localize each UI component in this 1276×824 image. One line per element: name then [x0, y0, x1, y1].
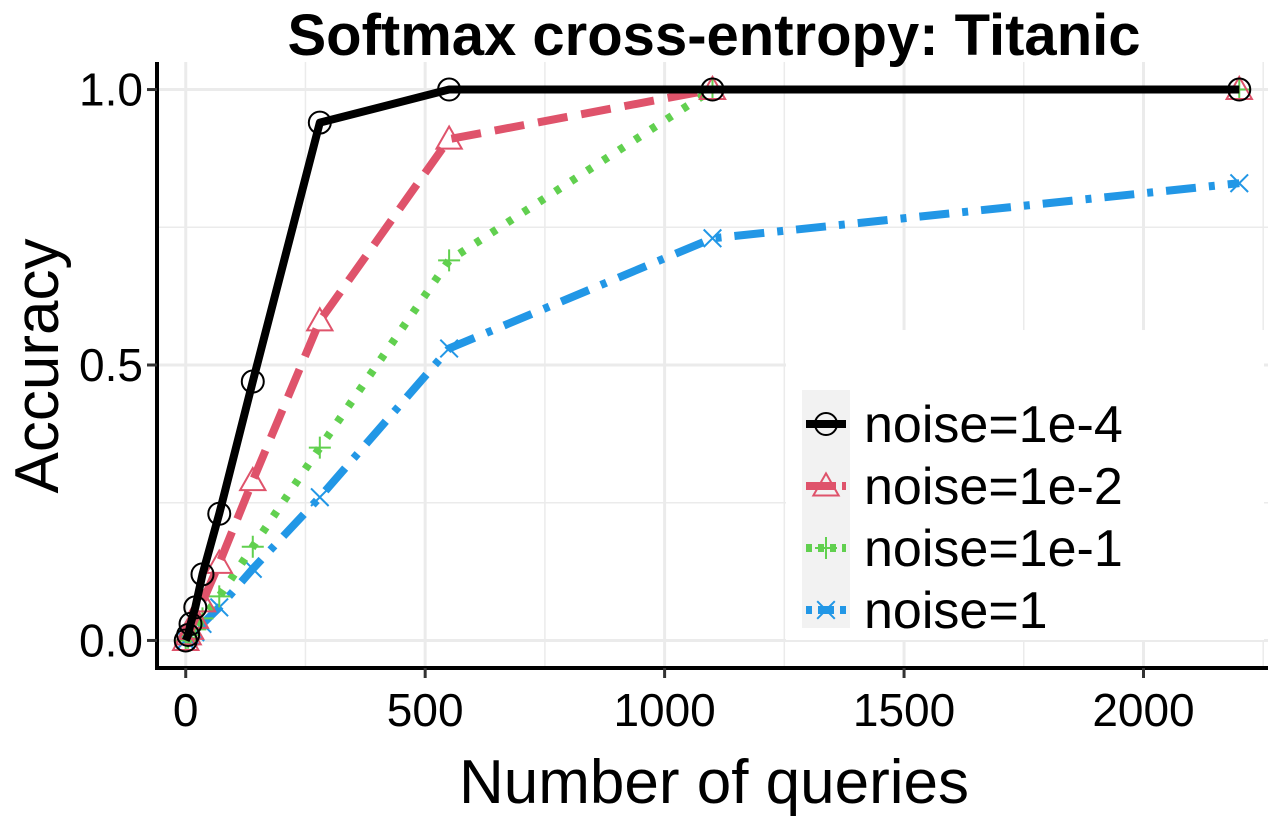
legend-marker	[816, 600, 836, 620]
y-tick-label: 0.0	[79, 614, 143, 666]
data-point	[207, 501, 232, 526]
y-tick-label: 0.5	[79, 339, 143, 391]
data-point	[305, 306, 335, 332]
data-point	[178, 611, 203, 636]
data-point	[438, 249, 461, 272]
data-point	[308, 436, 331, 459]
data-point	[240, 369, 265, 394]
series-line	[182, 85, 1240, 643]
legend-label: noise=1e-4	[864, 396, 1123, 454]
data-point	[243, 559, 263, 579]
data-point	[434, 124, 464, 150]
data-point	[208, 585, 231, 608]
series-layer	[171, 74, 1254, 653]
legend-label: noise=1e-2	[864, 458, 1123, 516]
legend-item-noise=1: noise=1	[806, 582, 1048, 640]
data-point	[307, 110, 332, 135]
data-point	[310, 487, 330, 507]
data-point	[1229, 173, 1249, 193]
chart-title: Softmax cross-entropy: Titanic	[287, 3, 1140, 68]
x-tick-label: 1500	[853, 684, 955, 736]
data-point	[700, 77, 725, 102]
data-point	[209, 597, 229, 617]
y-tick-label: 1.0	[79, 64, 143, 116]
legend-marker	[815, 537, 837, 559]
data-point	[439, 338, 459, 358]
y-axis-label: Accuracy	[3, 239, 72, 494]
data-point	[1227, 77, 1252, 102]
data-point	[176, 622, 201, 647]
series-noise=1e-4	[173, 77, 1252, 653]
legend-marker	[814, 412, 838, 436]
x-tick-label: 2000	[1092, 684, 1194, 736]
legend-key-background	[802, 390, 850, 628]
x-tick-label: 1000	[613, 684, 715, 736]
data-point	[437, 77, 462, 102]
legend-box	[786, 330, 1264, 640]
x-tick-label: 0	[173, 684, 199, 736]
data-point	[183, 595, 208, 620]
legend-item-noise=1e-4: noise=1e-4	[806, 396, 1123, 454]
legend-label: noise=1	[864, 582, 1048, 640]
data-point	[190, 562, 215, 587]
axes: 0 500 1000 1500 2000 0.0 0.5 1.0	[79, 62, 1268, 736]
legend-item-noise=1e-1: noise=1e-1	[806, 520, 1123, 578]
data-point	[241, 535, 264, 558]
data-point	[204, 548, 234, 574]
data-point	[238, 466, 268, 492]
data-point	[702, 228, 723, 248]
x-axis-label: Number of queries	[459, 748, 969, 817]
x-tick-label: 500	[387, 684, 464, 736]
legend-label: noise=1e-1	[864, 520, 1123, 578]
legend-marker	[811, 471, 841, 497]
legend-item-noise=1e-2: noise=1e-2	[806, 458, 1123, 516]
